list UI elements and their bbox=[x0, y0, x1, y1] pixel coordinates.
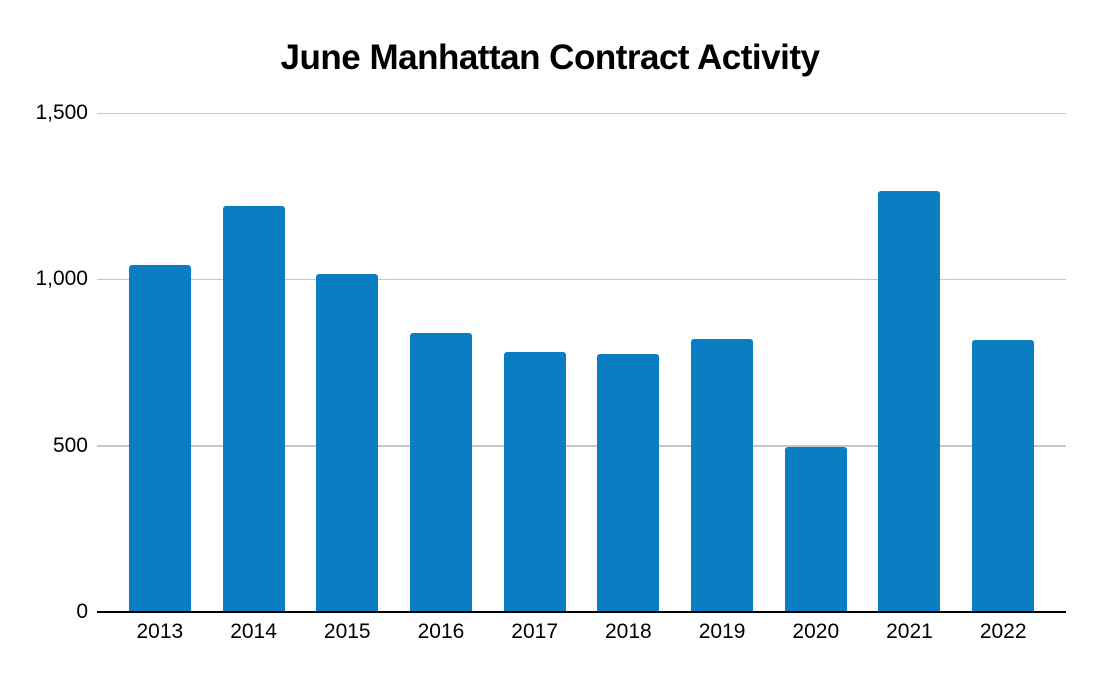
bar-band-2020 bbox=[769, 113, 863, 612]
gridline-1500 bbox=[97, 112, 1066, 114]
y-tick-label-1000: 1,000 bbox=[35, 267, 88, 291]
x-tick-label-2019: 2019 bbox=[698, 620, 746, 643]
x-tick-label-2013: 2013 bbox=[136, 620, 184, 643]
y-axis: 0 500 1,000 1,500 bbox=[0, 0, 88, 680]
x-tick-label-2017: 2017 bbox=[511, 620, 559, 643]
y-tick-label-0: 0 bbox=[76, 600, 88, 623]
bar-band-2014 bbox=[207, 113, 301, 612]
bar-2022 bbox=[972, 340, 1035, 612]
bar-band-2021 bbox=[863, 113, 957, 612]
x-tick-label-2016: 2016 bbox=[417, 620, 465, 643]
x-axis: 2013 2014 2015 2016 2017 2018 2019 2020 2021 2022 bbox=[97, 620, 1066, 644]
chart-title: June Manhattan Contract Activity bbox=[280, 38, 820, 77]
y-tick-label-1500: 1,500 bbox=[35, 101, 88, 124]
y-tick-label-500: 500 bbox=[52, 433, 88, 457]
bar-band-2018 bbox=[582, 113, 676, 612]
bar-2018 bbox=[597, 354, 660, 612]
bar-band-2013 bbox=[113, 113, 207, 612]
plot-area bbox=[97, 112, 1066, 613]
bar-band-2022 bbox=[956, 113, 1050, 612]
x-tick-label-2018: 2018 bbox=[605, 620, 652, 643]
bars-row bbox=[97, 113, 1066, 612]
bar-2015 bbox=[316, 273, 379, 612]
bar-2013 bbox=[128, 264, 191, 612]
bar-2017 bbox=[503, 352, 566, 612]
gridline-500 bbox=[97, 445, 1066, 447]
bar-2016 bbox=[409, 332, 472, 612]
x-tick-label-2015: 2015 bbox=[323, 620, 371, 643]
bar-band-2015 bbox=[300, 113, 394, 612]
x-axis-line bbox=[97, 611, 1066, 613]
x-tick-label-2020: 2020 bbox=[792, 620, 840, 643]
x-tick-label-2022: 2022 bbox=[979, 620, 1027, 643]
bar-band-2017 bbox=[488, 113, 582, 612]
bar-2019 bbox=[691, 338, 754, 612]
gridline-1000 bbox=[97, 278, 1066, 281]
bar-band-2019 bbox=[675, 113, 769, 612]
x-tick-label-2014: 2014 bbox=[230, 620, 277, 643]
bar-2014 bbox=[222, 206, 285, 612]
x-tick-label-2021: 2021 bbox=[886, 620, 933, 643]
bar-2020 bbox=[784, 447, 847, 612]
bar-2021 bbox=[878, 190, 941, 612]
bar-band-2016 bbox=[394, 113, 488, 612]
